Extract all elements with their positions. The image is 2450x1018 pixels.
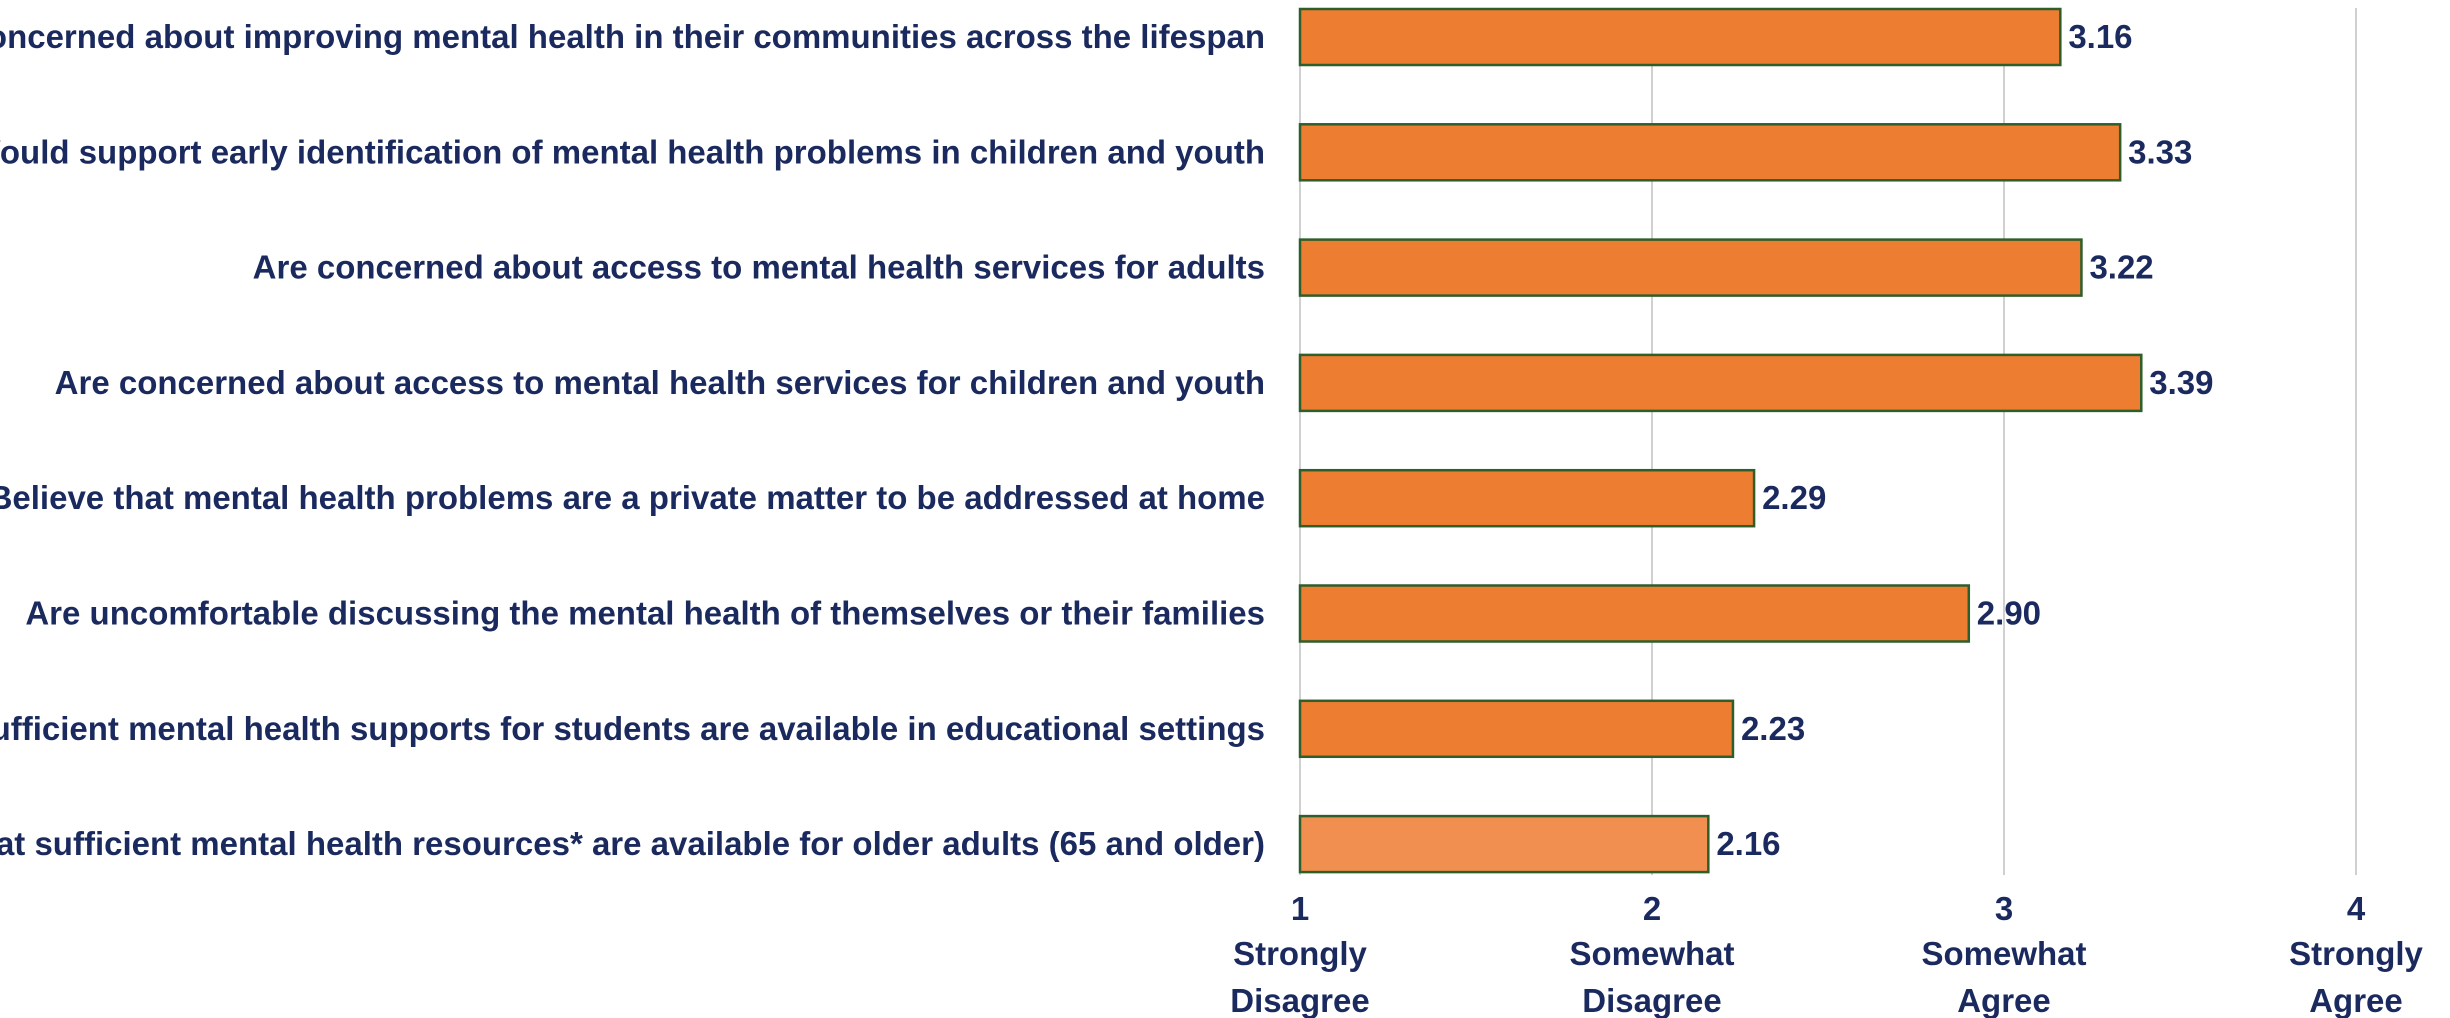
bar-1 [1298,7,2062,67]
bars [1298,7,2143,874]
value-label-3: 3.22 [2089,249,2153,286]
category-label-4: Are concerned about access to mental hea… [55,364,1265,401]
category-label-7: sufficient mental health supports for st… [0,710,1265,747]
value-label-1: 3.16 [2068,18,2132,55]
value-label-4: 3.39 [2149,364,2213,401]
tick-label-3-line3: Agree [1957,982,2051,1018]
category-label-3: Are concerned about access to mental hea… [253,249,1265,286]
value-label-8: 2.16 [1716,825,1780,862]
bar-5 [1298,468,1756,528]
category-label-8: at sufficient mental health resources* a… [0,825,1265,862]
category-label-1: concerned about improving mental health … [0,18,1265,55]
value-label-6: 2.90 [1977,595,2041,632]
bar-7 [1298,699,1735,759]
x-axis-ticks: 1 Strongly Disagree 2 Somewhat Disagree 3 Somew… [1230,890,2423,1018]
value-label-5: 2.29 [1762,479,1826,516]
tick-label-2-line1: 2 [1643,890,1661,927]
category-label-6: Are uncomfortable discussing the mental … [25,595,1265,632]
tick-label-4-line1: 4 [2347,890,2366,927]
tick-label-4-line2: Strongly [2289,935,2423,972]
bar-2 [1298,123,2122,182]
bar-6 [1298,584,1971,643]
tick-label-1-line1: 1 [1291,890,1309,927]
tick-label-2-line2: Somewhat [1569,935,1734,972]
bar-8 [1298,814,1710,874]
bar-3 [1298,238,2083,297]
category-labels: concerned about improving mental health … [0,18,1265,862]
tick-label-1-line3: Disagree [1230,982,1369,1018]
category-label-2: Would support early identification of me… [0,133,1265,170]
value-labels: 3.16 3.33 3.22 3.39 2.29 2.90 2.23 2.16 [1716,18,2213,862]
value-label-7: 2.23 [1741,710,1805,747]
tick-label-4-line3: Agree [2309,982,2403,1018]
category-label-5: Believe that mental health problems are … [0,479,1265,516]
tick-label-3-line2: Somewhat [1921,935,2086,972]
bar-4 [1298,353,2143,413]
tick-label-1-line2: Strongly [1233,935,1367,972]
tick-label-2-line3: Disagree [1582,982,1721,1018]
value-label-2: 3.33 [2128,133,2192,170]
tick-label-3-line1: 3 [1995,890,2013,927]
